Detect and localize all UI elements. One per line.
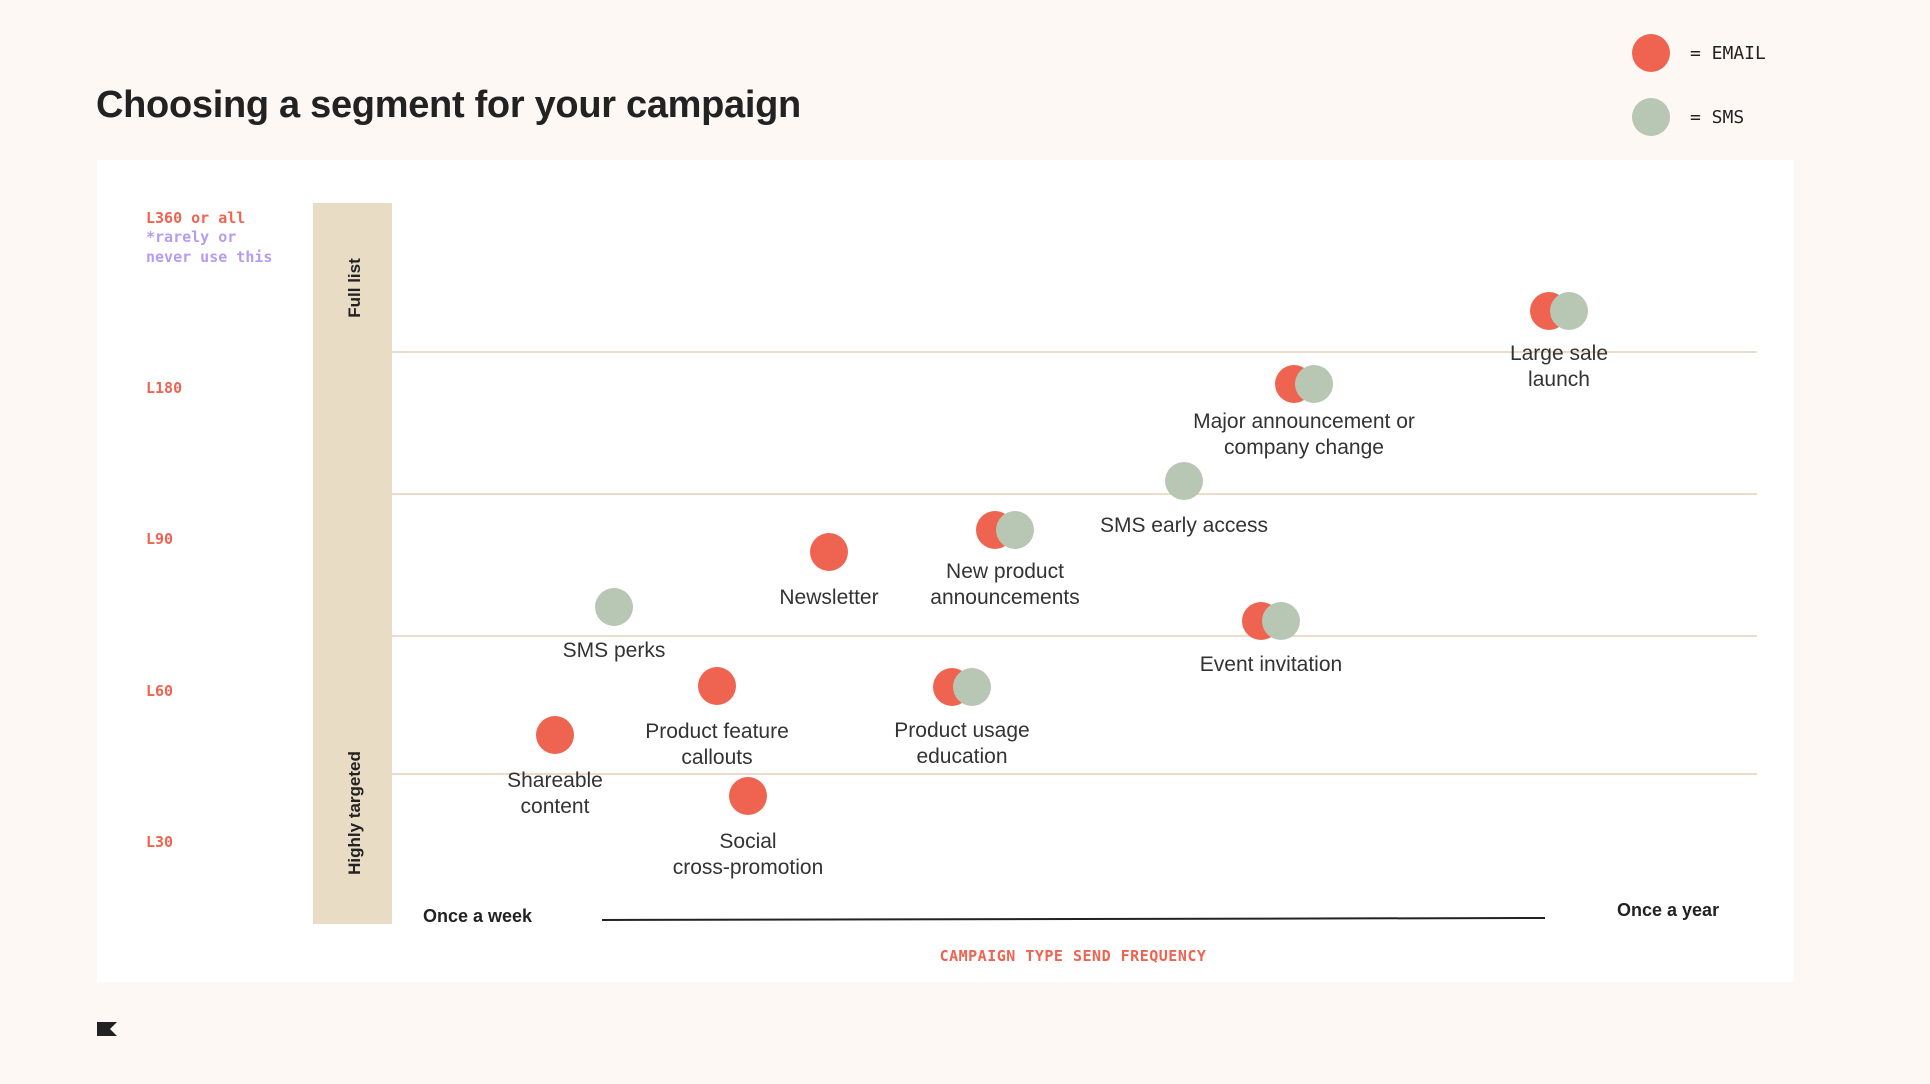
campaign-points: Large sale launch Major announcement or com… — [507, 292, 1608, 879]
sms-early-access-label-line-1: SMS early access — [1100, 514, 1268, 537]
page-title: Choosing a segment for your campaign — [96, 84, 801, 126]
shareable-content-email-dot — [536, 716, 574, 754]
brand-flag-logo — [97, 1022, 117, 1036]
product-feature-callouts-label-line-1: Product feature — [645, 720, 789, 743]
tier-label-l60: L60 — [146, 682, 173, 700]
segment-chart: Full list Highly targeted L360 or all *r… — [146, 203, 1757, 965]
major-announcement-or-company-change-label-line-2: company change — [1224, 436, 1384, 459]
campaign-shareable-content: Shareable content — [507, 716, 603, 818]
sms-perks-sms-dot — [595, 588, 633, 626]
major-announcement-or-company-change-label-line-1: Major announcement or — [1193, 410, 1415, 433]
band-label-highly-targeted: Highly targeted — [345, 751, 364, 875]
campaign-large-sale-launch: Large sale launch — [1510, 292, 1608, 391]
shareable-content-label-line-2: content — [521, 795, 590, 818]
targeting-band — [313, 203, 392, 924]
campaign-social-cross-promotion: Social cross-promotion — [673, 777, 824, 879]
large-sale-launch-label-line-2: launch — [1528, 368, 1590, 391]
campaign-new-product-announcements: New product announcements — [930, 511, 1080, 609]
sms-perks-label-line-1: SMS perks — [563, 639, 666, 662]
x-axis-title: CAMPAIGN TYPE SEND FREQUENCY — [940, 947, 1207, 965]
tier-label-l30: L30 — [146, 833, 173, 851]
legend-item-email: = EMAIL — [1632, 34, 1766, 72]
campaign-sms-early-access: SMS early access — [1100, 462, 1268, 537]
social-cross-promotion-email-dot — [729, 777, 767, 815]
x-axis-line — [601, 917, 1546, 921]
legend-label-sms: = SMS — [1690, 106, 1745, 128]
sms-early-access-sms-dot — [1165, 462, 1203, 500]
large-sale-launch-sms-dot — [1550, 292, 1588, 330]
social-cross-promotion-label-line-2: cross-promotion — [673, 856, 824, 879]
campaign-product-feature-callouts: Product feature callouts — [645, 667, 789, 769]
new-product-announcements-label-line-2: announcements — [930, 586, 1079, 609]
product-usage-education-sms-dot — [953, 668, 991, 706]
newsletter-label-line-1: Newsletter — [779, 586, 878, 609]
campaign-event-invitation: Event invitation — [1200, 602, 1342, 676]
legend-item-sms: = SMS — [1632, 98, 1744, 136]
sms-dot-icon — [1632, 98, 1670, 136]
new-product-announcements-label-line-1: New product — [946, 560, 1064, 583]
legend-label-email: = EMAIL — [1690, 42, 1766, 64]
new-product-announcements-sms-dot — [996, 511, 1034, 549]
campaign-product-usage-education: Product usage education — [894, 668, 1030, 768]
newsletter-email-dot — [810, 533, 848, 571]
campaign-major-announcement-or-company-change: Major announcement or company change — [1193, 365, 1415, 459]
tier-note-line-1: *rarely or — [146, 228, 236, 246]
product-usage-education-label-line-1: Product usage — [894, 719, 1029, 742]
tier-label-l180: L180 — [146, 379, 182, 397]
event-invitation-label-line-1: Event invitation — [1200, 653, 1342, 676]
x-axis-label-once-a-week: Once a week — [423, 906, 533, 926]
campaign-sms-perks: SMS perks — [563, 588, 666, 662]
major-announcement-or-company-change-sms-dot — [1295, 365, 1333, 403]
shareable-content-label-line-1: Shareable — [507, 769, 603, 792]
event-invitation-sms-dot — [1262, 602, 1300, 640]
product-feature-callouts-email-dot — [698, 667, 736, 705]
email-dot-icon — [1632, 34, 1670, 72]
campaign-newsletter: Newsletter — [779, 533, 879, 609]
tier-label-l360: L360 or all — [146, 209, 245, 227]
chart-panel: Full list Highly targeted L360 or all *r… — [97, 160, 1794, 982]
band-label-full-list: Full list — [345, 258, 364, 318]
x-axis-label-once-a-year: Once a year — [1617, 900, 1719, 920]
tier-label-l90: L90 — [146, 530, 173, 548]
tier-note-line-2: never use this — [146, 248, 272, 266]
social-cross-promotion-label-line-1: Social — [719, 830, 776, 853]
product-usage-education-label-line-2: education — [916, 745, 1007, 768]
large-sale-launch-label-line-1: Large sale — [1510, 342, 1608, 365]
product-feature-callouts-label-line-2: callouts — [681, 746, 752, 769]
